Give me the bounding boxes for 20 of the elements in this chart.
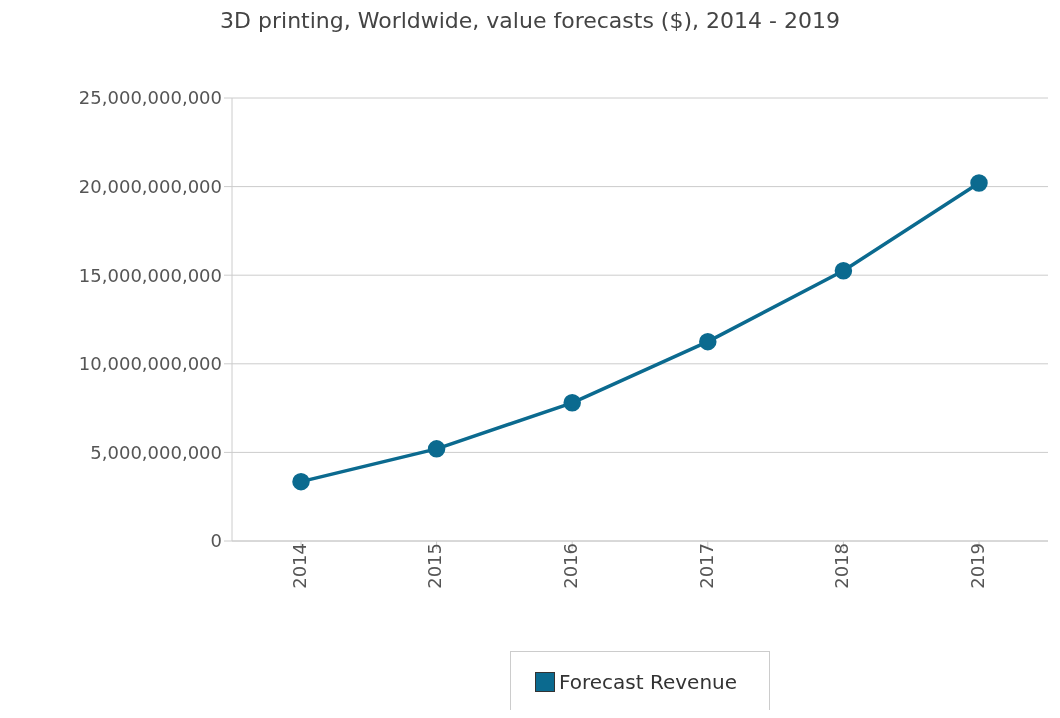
y-tick-label: 0 <box>210 530 222 552</box>
x-tick-label: 2018 <box>831 543 853 589</box>
x-tick-label: 2017 <box>695 543 717 589</box>
point <box>970 174 988 192</box>
y-tick-label: 15,000,000,000 <box>78 264 222 286</box>
chart-title: 3D printing, Worldwide, value forecasts ($), 2014 - 2019 <box>219 8 841 35</box>
y-tick-label: 20,000,000,000 <box>78 175 222 197</box>
y-tick-label: 10,000,000,000 <box>78 353 222 375</box>
x-tick-label: 2016 <box>559 543 581 589</box>
y-tick-label: 25,000,000,000 <box>78 87 222 109</box>
point <box>427 440 446 458</box>
point <box>563 394 581 412</box>
point <box>834 262 853 280</box>
x-tick-label: 2019 <box>966 543 988 589</box>
y-tick-label: 5,000,000,000 <box>90 441 222 463</box>
point <box>699 332 717 351</box>
legend-label: Forecast Revenue <box>557 670 738 694</box>
point <box>292 472 310 491</box>
x-tick-label: 2015 <box>424 543 446 589</box>
x-tick-label: 2014 <box>288 543 310 589</box>
